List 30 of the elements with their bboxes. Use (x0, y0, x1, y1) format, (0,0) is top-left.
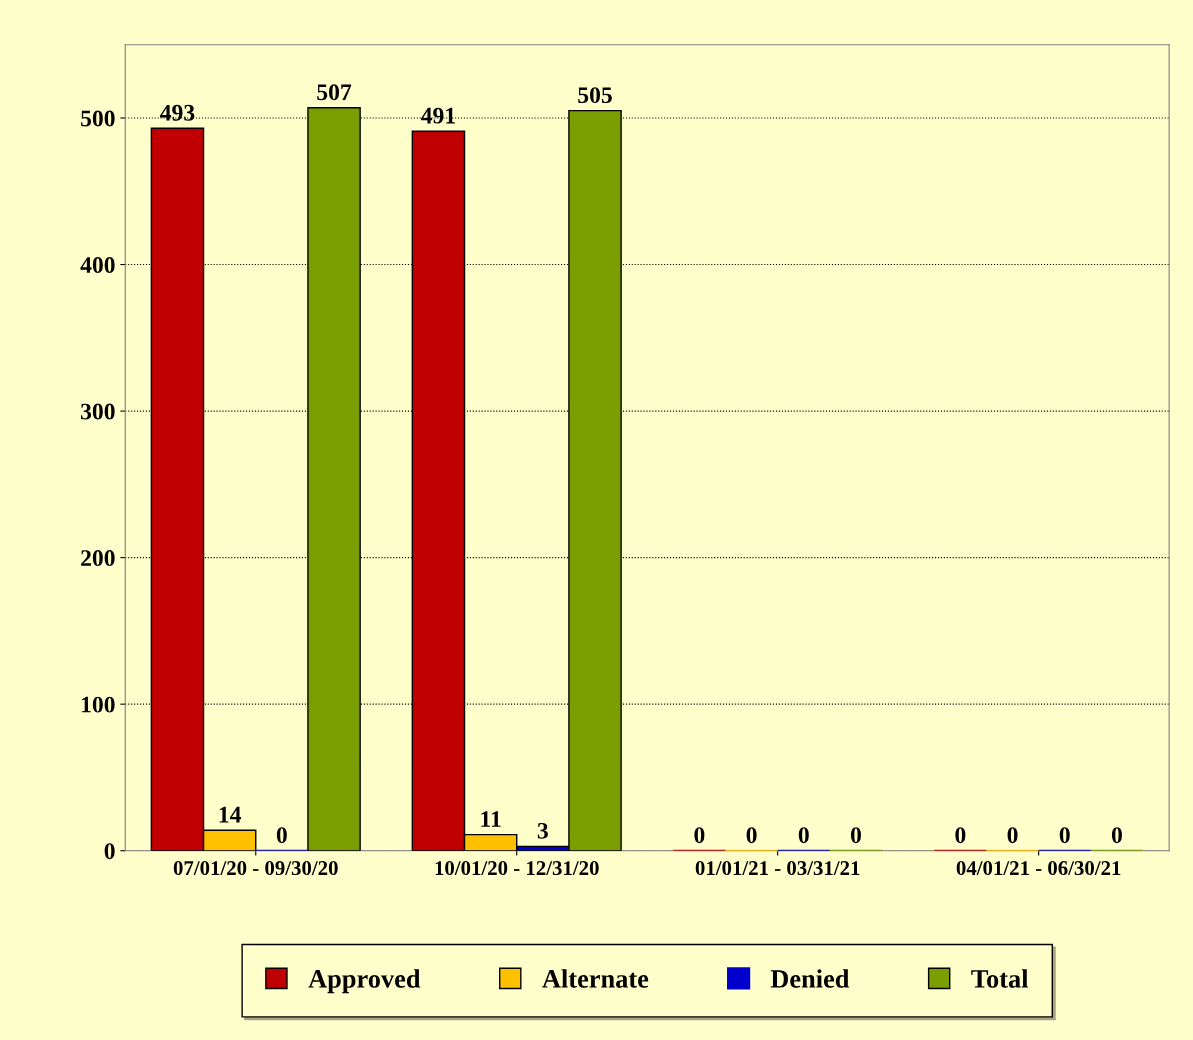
x-tick-label: 07/01/20 - 09/30/20 (173, 861, 338, 876)
data-label: 11 (481, 811, 501, 827)
y-tick-label: 300 (81, 403, 115, 420)
data-label: 0 (1111, 827, 1122, 844)
data-label: 505 (578, 87, 612, 104)
data-label: 493 (160, 104, 195, 121)
x-tick-label: 10/01/20 - 12/31/20 (435, 861, 599, 876)
x-tick-label: 01/01/21 - 03/31/21 (695, 861, 860, 876)
data-label: 0 (746, 827, 757, 844)
y-tick-label: 500 (81, 110, 115, 127)
y-tick-label: 200 (81, 550, 115, 567)
data-label: 0 (694, 827, 705, 844)
y-tick-label: 100 (82, 696, 115, 713)
x-tick-label: 04/01/21 - 06/30/21 (956, 861, 1121, 876)
legend-label: Total (971, 969, 1029, 988)
data-label: 491 (421, 107, 455, 124)
data-label: 0 (798, 827, 809, 844)
legend-label: Denied (770, 969, 850, 988)
data-label: 0 (1007, 827, 1018, 844)
data-label: 14 (219, 806, 242, 823)
legend-label: Alternate (542, 969, 649, 988)
y-tick-label: 400 (80, 257, 115, 273)
legend-label: Approved (308, 969, 421, 994)
y-tick-label: 0 (104, 843, 115, 860)
data-label: 507 (317, 84, 352, 101)
data-label: 0 (1059, 827, 1070, 844)
data-label: 0 (955, 827, 966, 844)
data-label: 3 (537, 822, 548, 839)
data-label: 0 (850, 827, 861, 844)
data-label: 0 (276, 827, 287, 844)
